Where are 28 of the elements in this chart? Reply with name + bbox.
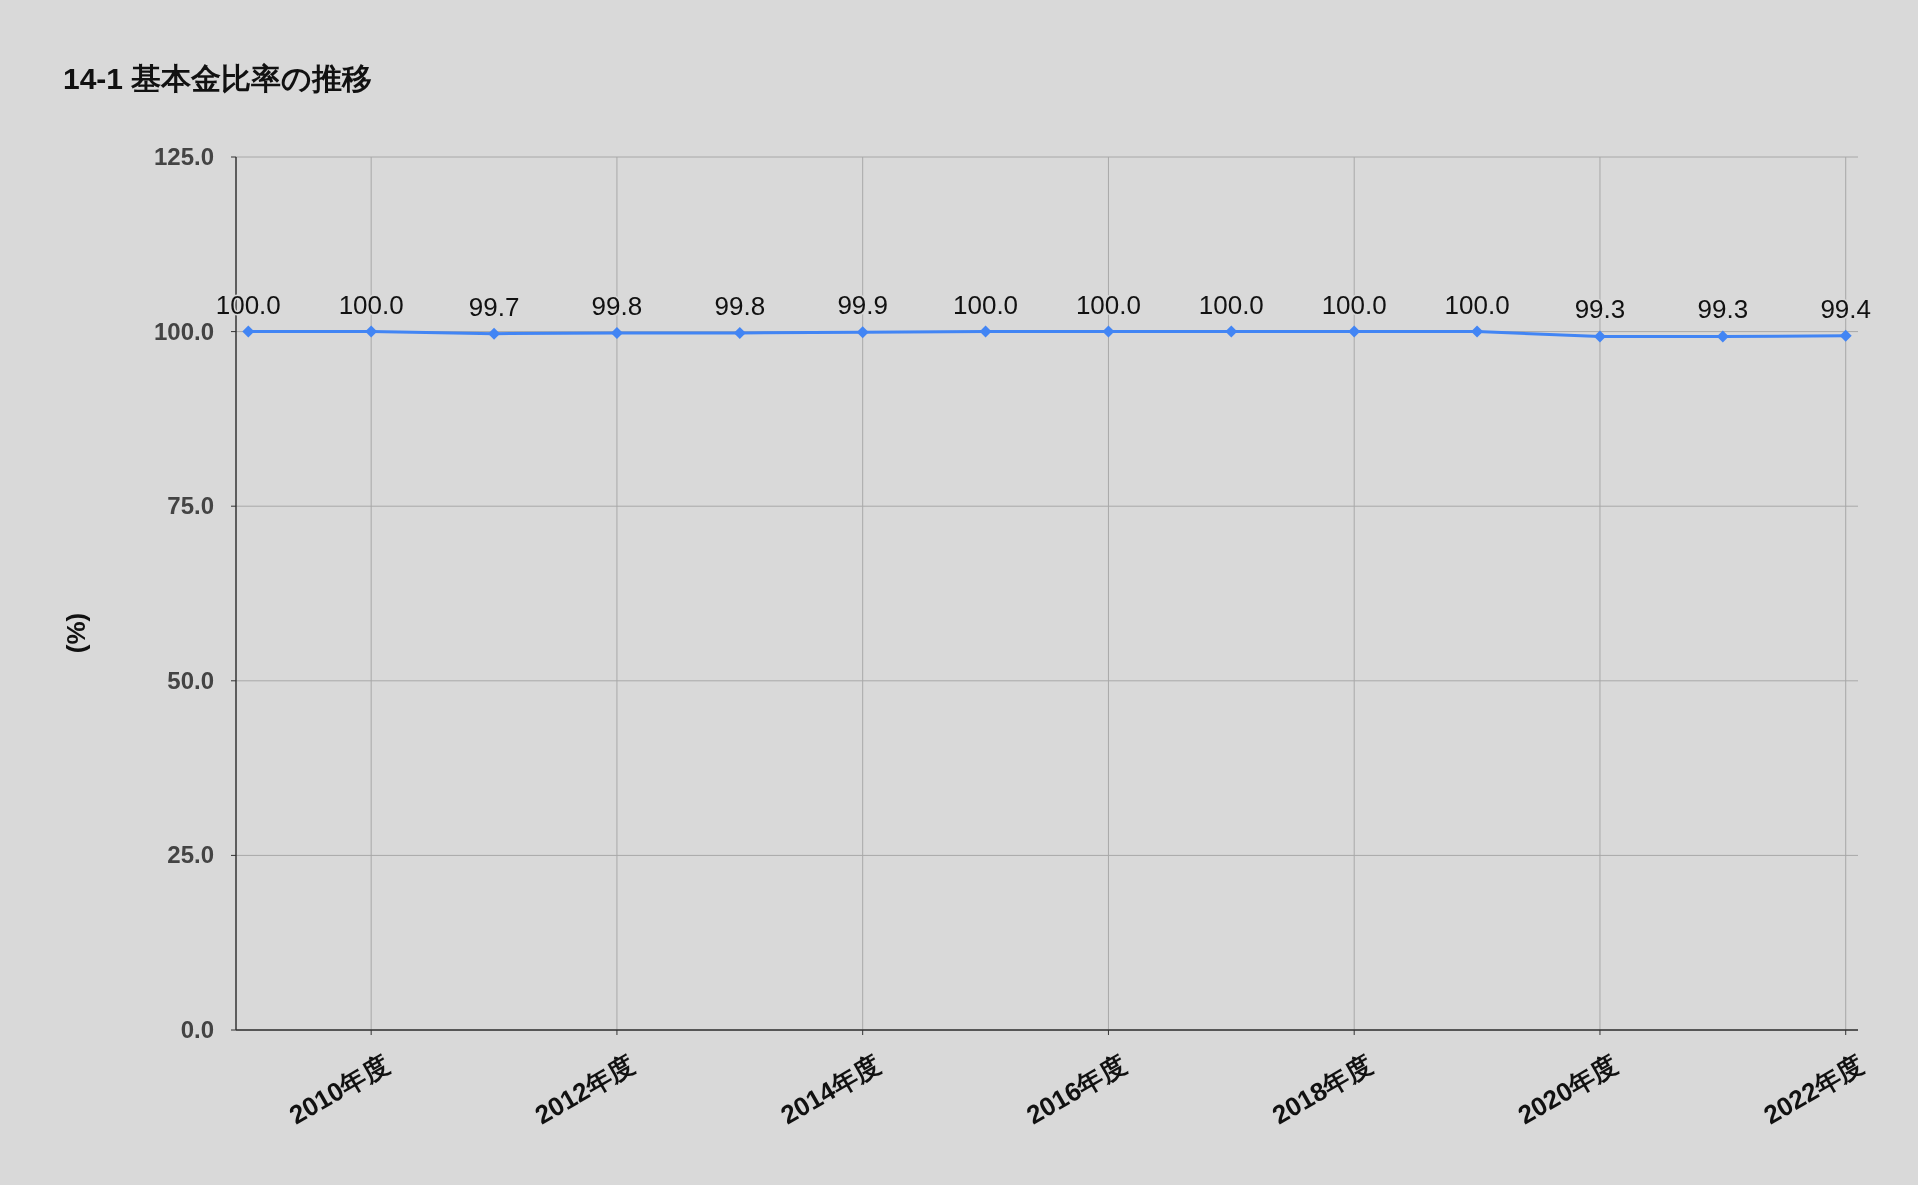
y-tick-label: 50.0 [167, 666, 214, 694]
x-tick-label: 2018年度 [1267, 1049, 1378, 1131]
data-label: 99.3 [1574, 294, 1626, 325]
x-tick-label: 2022年度 [1758, 1049, 1869, 1131]
data-label: 100.0 [338, 289, 404, 320]
y-tick-label: 25.0 [167, 841, 214, 869]
data-label: 99.8 [591, 291, 643, 321]
x-tick-label: 2016年度 [1021, 1049, 1132, 1131]
data-label: 100.0 [1075, 289, 1141, 320]
y-tick-label: 0.0 [180, 1016, 214, 1043]
data-label: 100.0 [1321, 289, 1387, 320]
data-label: 99.8 [714, 291, 766, 321]
y-tick-label: 125.0 [153, 143, 214, 170]
data-label: 99.9 [837, 290, 888, 321]
data-label: 100.0 [1444, 289, 1510, 320]
y-tick-label: 100.0 [153, 317, 214, 345]
chart-title: 14-1 基本金比率の推移 [63, 62, 373, 95]
x-tick-label: 2020年度 [1512, 1049, 1623, 1131]
x-tick-label: 2012年度 [529, 1049, 640, 1131]
x-tick-label: 2014年度 [775, 1049, 886, 1131]
data-label: 99.3 [1697, 294, 1749, 325]
x-tick-label: 2010年度 [284, 1049, 395, 1131]
data-label: 100.0 [953, 289, 1019, 320]
y-axis-title: (%) [61, 612, 91, 654]
data-label: 99.4 [1820, 293, 1872, 324]
data-label: 100.0 [1198, 289, 1264, 320]
data-label: 99.7 [468, 291, 520, 322]
y-tick-label: 75.0 [167, 492, 214, 520]
